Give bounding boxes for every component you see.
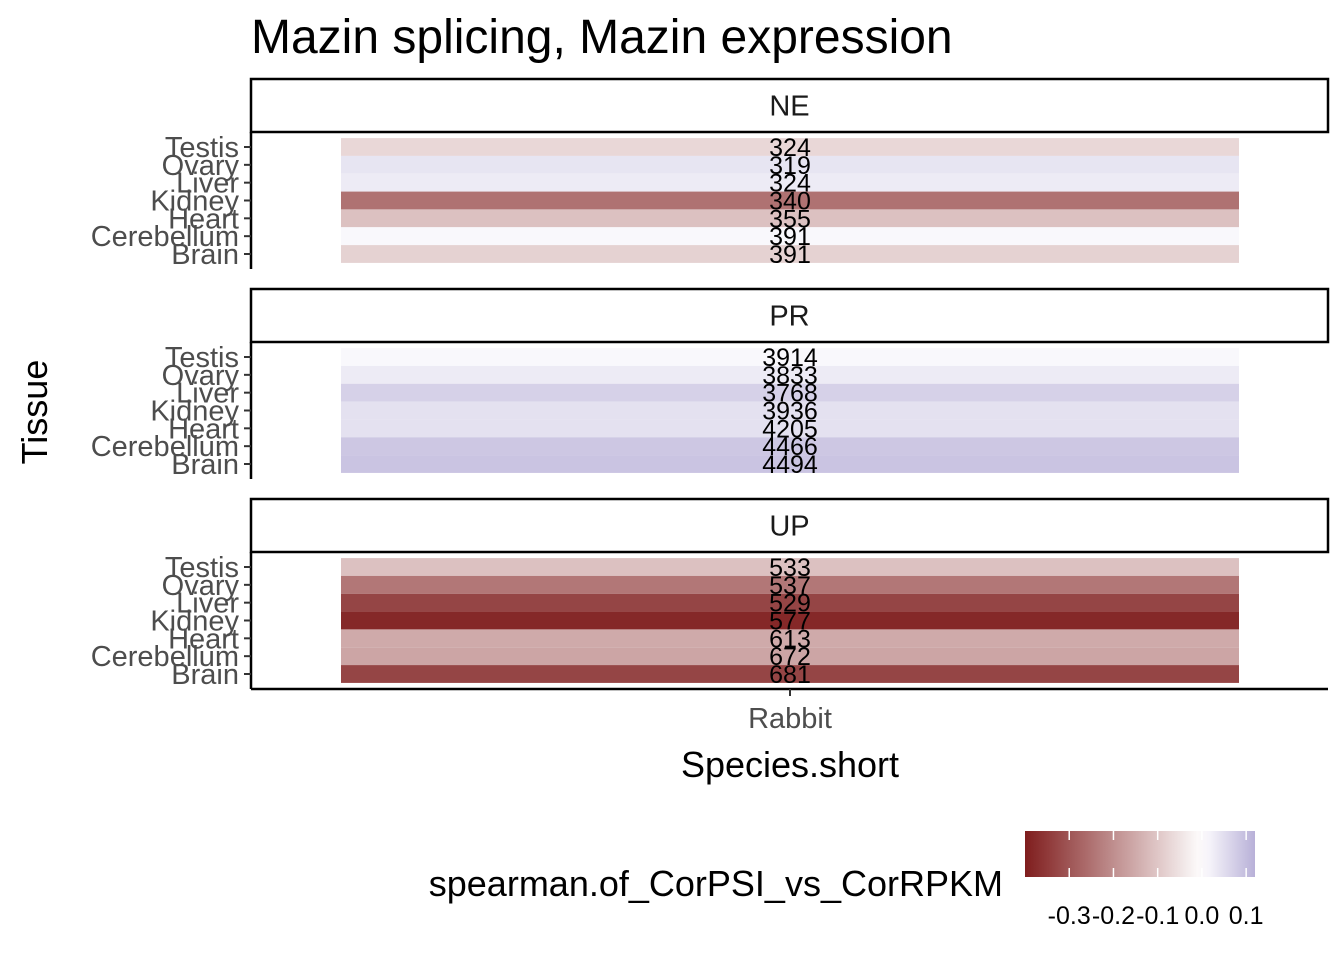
y-tick-label: Kidney — [150, 606, 239, 638]
heatmap-cell — [341, 575, 1239, 594]
y-tick-label: Liver — [176, 168, 239, 200]
heatmap-cell — [341, 245, 1239, 263]
cell-label: 3833 — [762, 362, 818, 390]
heatmap-cell — [341, 611, 1239, 630]
cell-label: 319 — [769, 152, 811, 180]
heatmap-cell — [341, 665, 1239, 683]
y-tick-label: Cerebellum — [91, 221, 239, 253]
y-tick-label: Brain — [171, 659, 239, 691]
cell-label: 577 — [769, 608, 811, 636]
legend-colorbar — [1025, 831, 1255, 877]
heatmap-cell — [341, 155, 1239, 174]
heatmap-cell — [341, 401, 1239, 420]
legend-tick-label: 0.1 — [1229, 902, 1264, 930]
y-tick-label: Ovary — [162, 570, 240, 602]
legend-tick-label: -0.2 — [1092, 902, 1135, 930]
y-tick-label: Heart — [168, 203, 239, 235]
y-tick-label: Testis — [165, 342, 239, 374]
y-tick-label: Brain — [171, 449, 239, 481]
heatmap-cell — [341, 173, 1239, 192]
heatmap-cell — [341, 437, 1239, 456]
cell-label: 529 — [769, 590, 811, 618]
y-tick-label: Heart — [168, 413, 239, 445]
cell-label: 681 — [769, 661, 811, 689]
cell-label: 391 — [769, 241, 811, 269]
legend-title: spearman.of_CorPSI_vs_CorRPKM — [429, 863, 1003, 904]
y-tick-label: Testis — [165, 552, 239, 584]
y-tick-label: Cerebellum — [91, 431, 239, 463]
y-tick-label: Ovary — [162, 360, 240, 392]
y-tick-label: Brain — [171, 239, 239, 271]
heatmap-cell — [341, 348, 1239, 366]
facet-strip-label: NE — [769, 91, 809, 123]
y-tick-label: Liver — [176, 588, 239, 620]
legend-tick-label: -0.1 — [1136, 902, 1179, 930]
cell-label: 3768 — [762, 380, 818, 408]
y-tick-label: Cerebellum — [91, 641, 239, 673]
facet-strip-label: UP — [769, 511, 809, 543]
cell-label: 324 — [769, 170, 811, 198]
heatmap-cell — [341, 419, 1239, 438]
y-tick-label: Heart — [168, 623, 239, 655]
chart-title: Mazin splicing, Mazin expression — [251, 11, 953, 64]
cell-label: 613 — [769, 625, 811, 653]
heatmap-cell — [341, 227, 1239, 246]
heatmap-cell — [341, 365, 1239, 384]
cell-label: 4205 — [762, 415, 818, 443]
heatmap-cell — [341, 629, 1239, 648]
cell-label: 672 — [769, 643, 811, 671]
y-tick-label: Kidney — [150, 396, 239, 428]
cell-label: 355 — [769, 205, 811, 233]
cell-label: 533 — [769, 554, 811, 582]
y-tick-label: Kidney — [150, 186, 239, 218]
facet-strip — [249, 287, 1330, 344]
y-tick-label: Liver — [176, 378, 239, 410]
heatmap-cell — [341, 209, 1239, 228]
heatmap-cell — [341, 138, 1239, 156]
legend-tick-label: 0.0 — [1185, 902, 1220, 930]
cell-label: 340 — [769, 188, 811, 216]
color-legend: spearman.of_CorPSI_vs_CorRPKM -0.3 -0.2 -0… — [429, 831, 1264, 930]
facet-strip-label: PR — [769, 301, 809, 333]
cell-label: 391 — [769, 223, 811, 251]
facet-strip — [249, 77, 1330, 134]
x-axis-label: Species.short — [681, 744, 899, 785]
y-axis-label: Tissue — [14, 360, 55, 465]
cell-label: 324 — [769, 134, 811, 162]
heatmap-cell — [341, 558, 1239, 576]
cell-label: 4466 — [762, 433, 818, 461]
legend-tick-label: -0.3 — [1048, 902, 1091, 930]
x-tick-label: Rabbit — [748, 703, 832, 735]
heatmap-cell — [341, 593, 1239, 612]
cell-label: 537 — [769, 572, 811, 600]
cell-label: 4494 — [762, 451, 818, 479]
heatmap-cell — [341, 455, 1239, 473]
heatmap-cell — [341, 383, 1239, 402]
y-tick-label: Ovary — [162, 150, 240, 182]
cell-label: 3936 — [762, 398, 818, 426]
facet-panel-ne: NE324319324340355391391TestisOvaryLiverK… — [91, 77, 1330, 271]
cell-label: 3914 — [762, 344, 818, 372]
heatmap-cell — [341, 191, 1239, 210]
facet-panels: NE324319324340355391391TestisOvaryLiverK… — [91, 77, 1330, 696]
legend-ticks: -0.3 -0.2 -0.1 0.0 0.1 — [1048, 831, 1264, 930]
facet-strip — [249, 497, 1330, 554]
y-tick-label: Testis — [165, 132, 239, 164]
heatmap-cell — [341, 647, 1239, 666]
